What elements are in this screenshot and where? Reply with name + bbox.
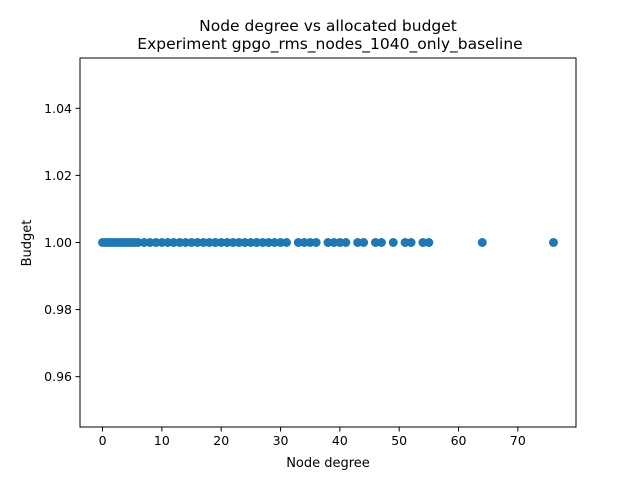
x-tick-label-1: 10 <box>154 433 170 448</box>
x-tick-label-6: 60 <box>451 433 467 448</box>
data-point-56 <box>548 238 558 247</box>
y-axis-ticks: 0.96 0.98 1.00 1.02 1.04 <box>44 101 80 384</box>
chart-subtitle: Experiment gpgo_rms_nodes_1040_only_base… <box>137 35 522 54</box>
y-axis-label: Budget <box>20 220 35 267</box>
data-point-52 <box>406 238 416 247</box>
y-tick-label-0: 0.96 <box>44 369 72 384</box>
data-point-49 <box>376 238 386 247</box>
data-point-37 <box>281 238 291 247</box>
data-point-55 <box>477 238 487 247</box>
x-tick-label-4: 40 <box>332 433 348 448</box>
x-axis-ticks: 0 10 20 30 40 50 60 70 <box>99 427 526 448</box>
data-point-47 <box>359 238 369 247</box>
data-points <box>98 238 558 247</box>
y-tick-label-3: 1.02 <box>44 168 72 183</box>
x-tick-label-0: 0 <box>99 433 107 448</box>
plot-area-frame <box>79 57 577 428</box>
y-tick-label-2: 1.00 <box>44 235 72 250</box>
data-point-45 <box>341 238 351 247</box>
data-point-41 <box>311 238 321 247</box>
y-tick-label-1: 0.98 <box>44 302 72 317</box>
data-point-54 <box>424 238 434 247</box>
x-tick-label-3: 30 <box>273 433 289 448</box>
x-tick-label-7: 70 <box>510 433 526 448</box>
x-tick-label-2: 20 <box>213 433 229 448</box>
chart-title: Node degree vs allocated budget <box>199 17 457 35</box>
x-axis-label: Node degree <box>286 456 370 471</box>
x-tick-label-5: 50 <box>391 433 407 448</box>
y-tick-label-4: 1.04 <box>44 101 72 116</box>
data-point-50 <box>388 238 398 247</box>
